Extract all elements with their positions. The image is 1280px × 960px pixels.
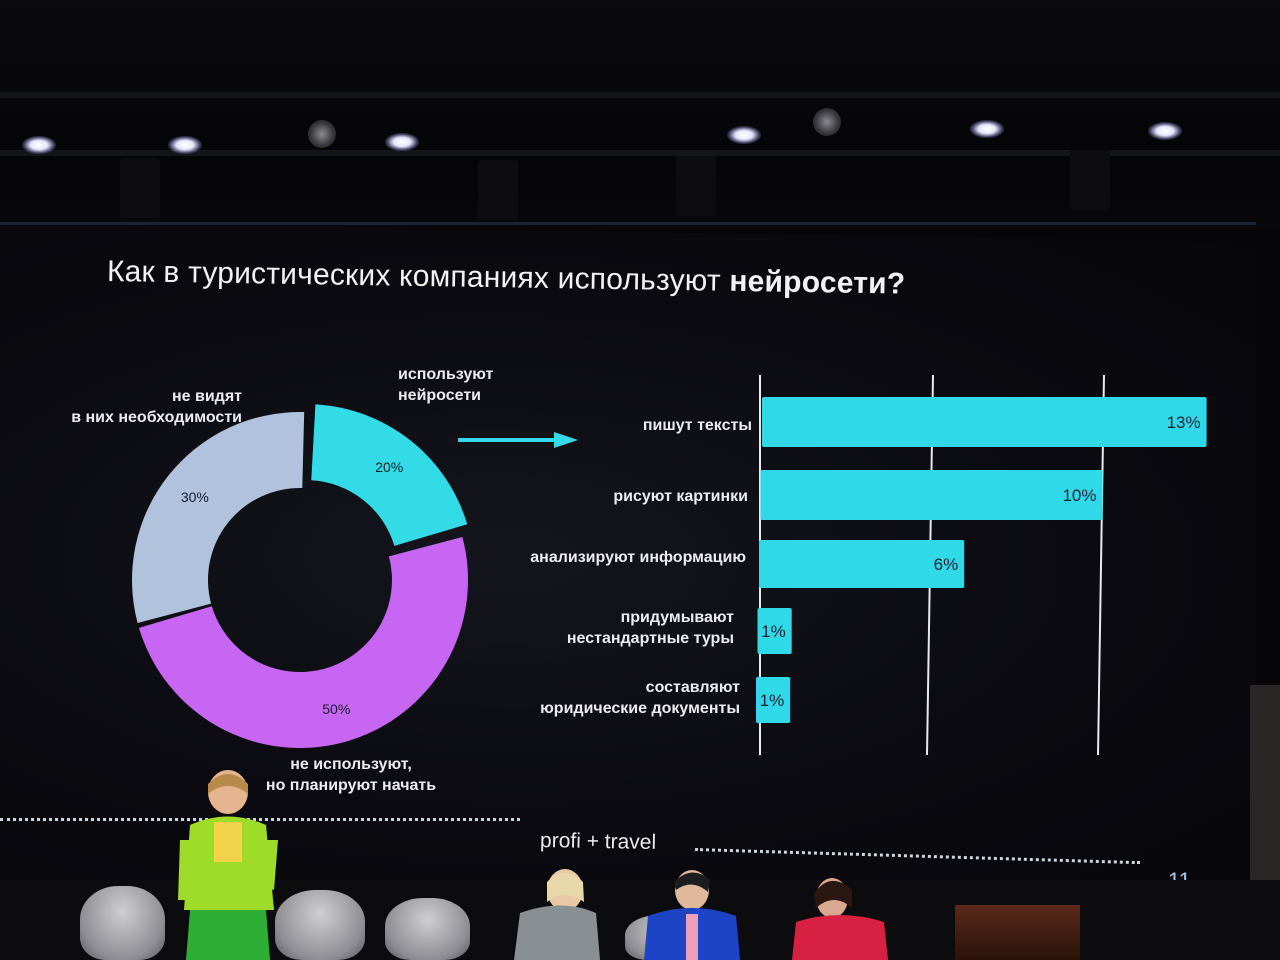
stage-light — [1148, 122, 1182, 140]
bar-category-label: пишут тексты — [492, 415, 752, 436]
bar-category-line: пишут тексты — [642, 416, 752, 434]
stage-light — [970, 120, 1004, 138]
bar-chart: 13% 10% 6% 1% 1% — [756, 375, 1207, 756]
stage-light — [385, 133, 419, 151]
venue-ceiling — [0, 0, 1280, 230]
bar-value-label: 6% — [934, 555, 959, 574]
ceiling-truss — [0, 150, 1280, 156]
footer-dotted-line — [0, 818, 520, 821]
ceiling-truss — [0, 92, 1280, 98]
bar-category-line: рисуют картинки — [613, 487, 748, 505]
panelist-person — [644, 870, 740, 960]
panelist-person — [514, 869, 600, 960]
donut-slice-use — [311, 404, 468, 546]
donut-slice-plan — [138, 536, 469, 749]
bar-category-label: придумывают нестандартные туры — [474, 607, 734, 649]
brand-logo: profi + travel — [539, 828, 657, 855]
donut-slice-no-need — [132, 412, 305, 624]
stage-light — [22, 136, 56, 154]
bar-category-line: анализируют информацию — [530, 548, 746, 566]
stage-chair — [275, 890, 365, 960]
hanging-speaker — [478, 160, 518, 220]
bar-category-label: анализируют информацию — [486, 547, 746, 568]
donut-label-no-need-line2: в них необходимости — [71, 409, 242, 426]
donut-label-plan-line2: но планируют начать — [265, 777, 437, 794]
stage-light — [727, 126, 761, 144]
bar-category-line: нестандартные туры — [566, 630, 734, 647]
stage-chair — [80, 886, 165, 960]
bar — [757, 608, 792, 654]
hanging-speaker — [1070, 150, 1110, 210]
panelist-person — [792, 878, 888, 960]
speaker-person — [178, 770, 278, 960]
bar-value-label: 10% — [1062, 486, 1096, 505]
bar — [756, 677, 791, 723]
stage-light — [168, 136, 202, 154]
slide-title-bold: нейросети? — [729, 264, 906, 301]
podium — [955, 905, 1080, 960]
bar — [760, 470, 1103, 520]
donut-label-plan-line1: не используют, — [290, 756, 412, 773]
donut-label-no-need: не видят в них необходимости — [60, 386, 242, 428]
bar-category-line: составляют — [645, 679, 740, 696]
bar-category-label: составляют юридические документы — [480, 677, 740, 719]
donut-label-use: используют нейросети — [398, 364, 493, 406]
donut-chart: 20% 50% 30% — [132, 404, 469, 749]
donut-label-use-line1: используют — [398, 366, 494, 383]
donut-value-label: 30% — [181, 489, 209, 505]
donut-value-label: 20% — [375, 459, 403, 475]
donut-value-label: 50% — [322, 701, 350, 717]
bar — [762, 397, 1207, 447]
hanging-speaker — [120, 158, 160, 218]
bar — [759, 540, 965, 588]
donut-label-plan: не используют, но планируют начать — [256, 754, 446, 796]
arrow-icon — [458, 432, 578, 448]
spotlight-fixture — [813, 108, 841, 136]
bar-value-label: 1% — [760, 691, 785, 710]
donut-label-use-line2: нейросети — [398, 387, 481, 404]
hanging-speaker — [676, 156, 716, 216]
bar-value-label: 1% — [761, 622, 786, 641]
bar-category-line: юридические документы — [540, 700, 740, 717]
bar-category-line: придумывают — [620, 609, 734, 626]
stage-chair — [385, 898, 470, 960]
donut-label-no-need-line1: не видят — [171, 388, 242, 405]
screen-top-edge — [0, 222, 1256, 225]
bar-value-label: 13% — [1167, 413, 1201, 432]
bar-category-label: рисуют картинки — [488, 486, 748, 507]
spotlight-fixture — [308, 120, 336, 148]
